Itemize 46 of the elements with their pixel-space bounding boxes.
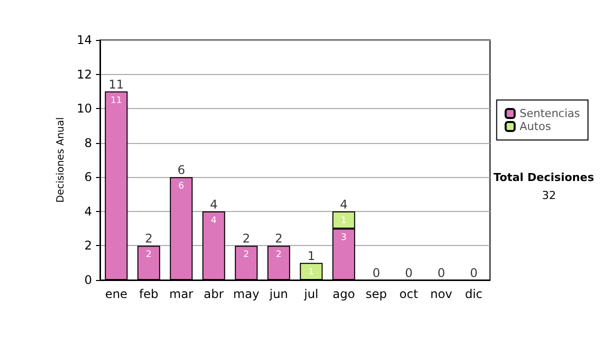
data-label: 2 (146, 250, 152, 260)
y-tick-label: 14 (76, 33, 92, 47)
total-label: 11 (108, 77, 124, 92)
x-tick-label: sep (366, 287, 387, 301)
x-tick-label: oct (399, 287, 418, 301)
x-tick-label: abr (204, 287, 224, 301)
data-label: 2 (276, 250, 282, 260)
data-label: 3 (340, 233, 347, 244)
total-label: 2 (242, 232, 250, 246)
x-tick-label: dic (464, 287, 483, 301)
total-label: 0 (404, 266, 413, 280)
total-label: 4 (340, 197, 348, 212)
total-label: 2 (274, 232, 283, 246)
legend-label: Sentencias (520, 107, 580, 120)
total-label: 2 (144, 232, 153, 246)
x-tick-label: nov (430, 287, 452, 301)
data-label: 1 (340, 216, 347, 226)
x-tick-label: mar (169, 287, 194, 301)
total-label: 4 (210, 197, 218, 212)
text: Total Decisiones (494, 171, 594, 184)
y-tick-label: 0 (84, 273, 92, 287)
y-tick-label: 4 (84, 204, 92, 218)
data-label: 11 (110, 96, 122, 106)
total-label: 0 (437, 266, 446, 280)
x-tick-label: ago (332, 287, 355, 301)
y-tick-label: 12 (76, 67, 92, 82)
legend-label: Autos (520, 120, 552, 133)
x-tick-label: may (233, 287, 260, 301)
x-tick-label: jun (268, 287, 288, 301)
total-label: 0 (372, 266, 380, 280)
total-label: 0 (470, 266, 478, 280)
x-tick-label: jul (303, 287, 318, 301)
data-label: 6 (178, 182, 184, 192)
y-tick-label: 8 (84, 136, 92, 150)
x-tick-label: feb (139, 287, 158, 301)
text: 32 (542, 189, 556, 202)
data-label: 2 (243, 250, 250, 260)
total-label: 6 (177, 163, 186, 178)
y-tick-label: 10 (76, 102, 92, 116)
y-axis-title: Decisiones Anual (55, 117, 66, 203)
data-label: 4 (210, 216, 217, 226)
y-tick-label: 6 (84, 170, 92, 184)
data-label: 1 (308, 267, 314, 278)
total-label: 1 (307, 248, 316, 263)
x-tick-label: ene (105, 287, 128, 301)
y-tick-label: 2 (84, 238, 92, 253)
